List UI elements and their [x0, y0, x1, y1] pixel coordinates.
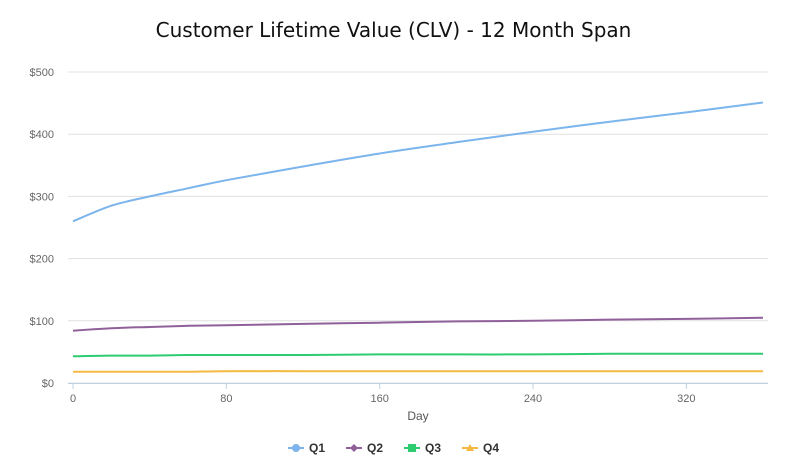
legend-item-q4[interactable]: Q4 — [462, 441, 499, 455]
x-axis-label: Day — [407, 409, 428, 423]
legend-item-q2[interactable]: Q2 — [346, 441, 383, 455]
legend-marker-diamond-icon — [350, 444, 358, 452]
series-line-q4 — [72, 370, 763, 373]
legend-marker-square-icon — [408, 444, 416, 452]
y-tick-label: $400 — [30, 129, 54, 141]
x-tick-label: 320 — [677, 393, 695, 405]
legend: Q1 Q2 Q3 Q4 — [288, 441, 499, 455]
y-tick-label: $100 — [30, 316, 54, 328]
legend-marker-circle-icon — [292, 444, 300, 452]
x-tick-label: 240 — [524, 393, 542, 405]
legend-item-q3[interactable]: Q3 — [404, 441, 441, 455]
y-axis-ticks: $0 $100 $200 $300 $400 $500 — [30, 67, 54, 390]
y-tick-label: $500 — [30, 67, 54, 79]
series-lines — [72, 101, 764, 373]
series-line-q2 — [72, 316, 764, 332]
x-axis-ticks: 0 80 160 240 320 — [70, 383, 696, 405]
legend-label: Q2 — [367, 441, 383, 455]
x-tick-label: 80 — [220, 393, 232, 405]
legend-label: Q3 — [425, 441, 441, 455]
y-tick-label: $200 — [30, 254, 54, 266]
grid-lines — [68, 71, 768, 384]
legend-marker-triangle-icon — [466, 444, 474, 451]
series-line-q3 — [72, 352, 763, 358]
legend-item-q1[interactable]: Q1 — [288, 441, 325, 455]
x-tick-label: 0 — [70, 393, 76, 405]
legend-label: Q1 — [309, 441, 325, 455]
y-tick-label: $300 — [30, 191, 54, 203]
series-line-q1 — [72, 101, 764, 223]
x-tick-label: 160 — [370, 393, 388, 405]
y-tick-label: $0 — [42, 378, 54, 390]
chart-title: Customer Lifetime Value (CLV) - 12 Month… — [155, 18, 632, 42]
legend-label: Q4 — [483, 441, 499, 455]
